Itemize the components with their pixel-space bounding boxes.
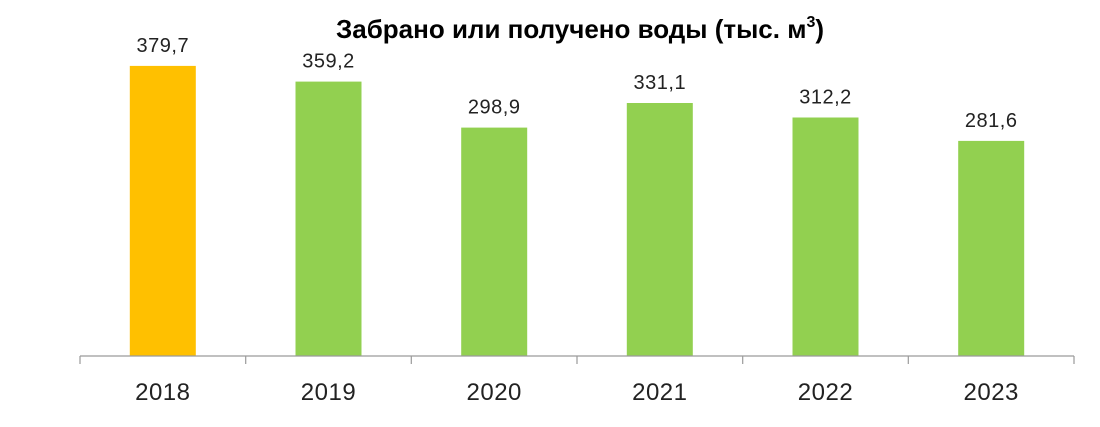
chart-title: Забрано или получено воды (тыс. м3): [336, 14, 824, 44]
chart-title-suffix: ): [815, 14, 824, 44]
data-label-2021: 331,1: [634, 72, 687, 94]
x-tick-label-2022: 2022: [798, 379, 853, 406]
x-axis-ticks-group: [79, 356, 1075, 364]
chart-title-main: Забрано или получено воды (тыс. м: [336, 14, 806, 44]
x-tick-label-2019: 2019: [301, 379, 356, 406]
data-label-2023: 281,6: [965, 110, 1018, 132]
bar-2022: [792, 117, 859, 356]
bar-2023: [958, 140, 1025, 356]
x-tick-label-2021: 2021: [632, 379, 687, 406]
bar-2021: [626, 103, 693, 356]
data-label-2019: 359,2: [302, 51, 355, 73]
data-label-2022: 312,2: [799, 87, 852, 109]
x-tick-label-2018: 2018: [135, 379, 190, 406]
data-label-2018: 379,7: [137, 35, 190, 57]
value-labels-group: 379,7 359,2 298,9 331,1 312,2 281,6: [137, 35, 1018, 132]
chart-title-superscript: 3: [806, 14, 815, 31]
x-tick-label-2020: 2020: [467, 379, 522, 406]
bar-2019: [295, 81, 362, 356]
data-label-2020: 298,9: [468, 97, 521, 119]
x-axis-tick-labels-group: 2018 2019 2020 2021 2022 2023: [135, 379, 1019, 406]
x-tick-label-2023: 2023: [964, 379, 1019, 406]
bar-2018: [129, 65, 196, 357]
bars-group: [129, 65, 1025, 357]
bar-2020: [461, 127, 528, 356]
